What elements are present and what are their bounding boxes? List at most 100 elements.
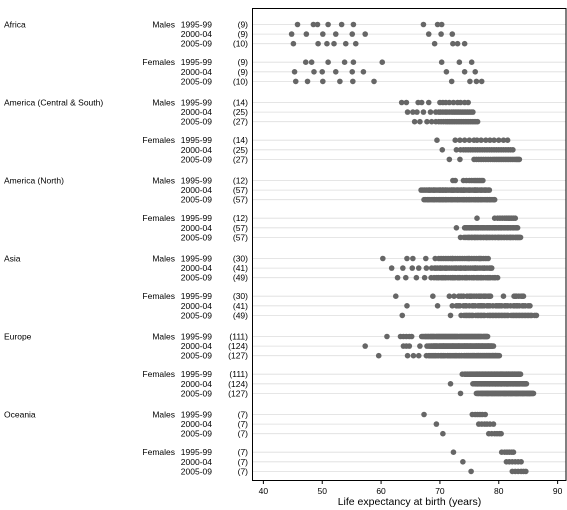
data-point <box>394 274 401 281</box>
period-label: 2005-09 <box>181 154 212 164</box>
data-point <box>320 31 326 37</box>
data-point <box>510 449 517 456</box>
data-point <box>454 40 461 47</box>
data-point <box>434 21 441 28</box>
data-point <box>473 78 480 85</box>
data-point <box>498 371 505 378</box>
data-point <box>478 78 485 85</box>
data-point <box>360 69 367 75</box>
data-point <box>490 421 497 427</box>
data-point <box>473 390 480 397</box>
data-point <box>292 78 299 85</box>
data-point <box>402 274 409 281</box>
data-point <box>475 196 481 203</box>
period-label: 2005-09 <box>181 429 212 439</box>
count-label: (27) <box>233 154 248 164</box>
data-point <box>436 343 443 349</box>
sex-label: Females <box>142 369 175 379</box>
data-point <box>501 225 508 231</box>
data-point <box>315 40 321 47</box>
data-point <box>474 118 481 125</box>
data-point <box>456 59 463 65</box>
data-point <box>525 390 531 397</box>
data-point <box>457 137 463 143</box>
period-label: 2005-09 <box>181 39 212 49</box>
sex-label: Females <box>142 213 175 223</box>
data-point <box>497 390 504 397</box>
data-point <box>527 303 533 309</box>
data-point <box>495 137 502 143</box>
data-point <box>303 31 310 37</box>
data-point <box>513 390 520 397</box>
period-label: 2000-04 <box>181 457 212 467</box>
data-point <box>446 99 453 106</box>
data-point <box>507 234 514 241</box>
data-point <box>478 137 484 143</box>
data-point <box>438 333 444 340</box>
data-point <box>495 312 501 319</box>
count-label: (7) <box>238 457 249 467</box>
data-point <box>500 293 507 300</box>
data-point <box>408 333 415 340</box>
data-point <box>485 343 491 349</box>
data-point <box>440 196 446 203</box>
data-point <box>467 78 473 85</box>
data-point <box>472 234 479 241</box>
period-label: 2005-09 <box>181 310 212 320</box>
data-point <box>483 352 490 359</box>
data-point <box>325 59 331 65</box>
data-point <box>449 255 456 262</box>
data-point <box>325 21 331 28</box>
data-point <box>446 293 453 300</box>
period-label: 1995-99 <box>181 213 212 223</box>
period-label: 1995-99 <box>181 98 212 108</box>
data-point <box>448 78 455 85</box>
data-point <box>481 265 487 271</box>
data-point <box>470 303 477 309</box>
data-point <box>424 118 430 125</box>
data-point <box>467 333 474 340</box>
data-point <box>324 40 330 47</box>
data-point <box>350 59 357 65</box>
count-label: (9) <box>238 29 249 39</box>
data-point <box>384 333 390 340</box>
data-point <box>404 303 410 309</box>
data-point <box>433 421 440 427</box>
data-point <box>495 234 502 241</box>
x-tick-label: 40 <box>259 486 269 496</box>
data-point <box>431 40 438 47</box>
count-label: (14) <box>233 135 248 145</box>
data-point <box>455 303 461 309</box>
period-label: 2000-04 <box>181 67 212 77</box>
data-point <box>294 21 301 28</box>
period-label: 2005-09 <box>181 232 212 242</box>
data-point <box>463 274 469 281</box>
data-point <box>475 352 482 359</box>
period-label: 2000-04 <box>181 107 212 117</box>
count-label: (127) <box>228 351 248 361</box>
data-point <box>479 390 486 397</box>
count-label: (12) <box>233 176 248 186</box>
count-label: (41) <box>233 263 248 273</box>
data-point <box>449 31 456 37</box>
data-point <box>406 343 413 349</box>
data-point <box>404 352 411 359</box>
period-label: 1995-99 <box>181 291 212 301</box>
data-point <box>486 293 493 300</box>
count-label: (7) <box>238 447 249 457</box>
data-point <box>474 274 481 281</box>
data-point <box>350 21 357 28</box>
data-point <box>501 312 507 319</box>
data-point <box>498 381 504 387</box>
data-point <box>417 118 423 125</box>
period-label: 2005-09 <box>181 117 212 127</box>
data-point <box>520 390 526 397</box>
data-point <box>491 274 498 281</box>
data-point <box>379 59 386 65</box>
x-tick-label: 50 <box>317 486 327 496</box>
data-point <box>473 265 479 271</box>
data-point <box>439 147 446 153</box>
data-point <box>452 137 459 143</box>
period-label: 2000-04 <box>181 341 212 351</box>
count-label: (12) <box>233 213 248 223</box>
